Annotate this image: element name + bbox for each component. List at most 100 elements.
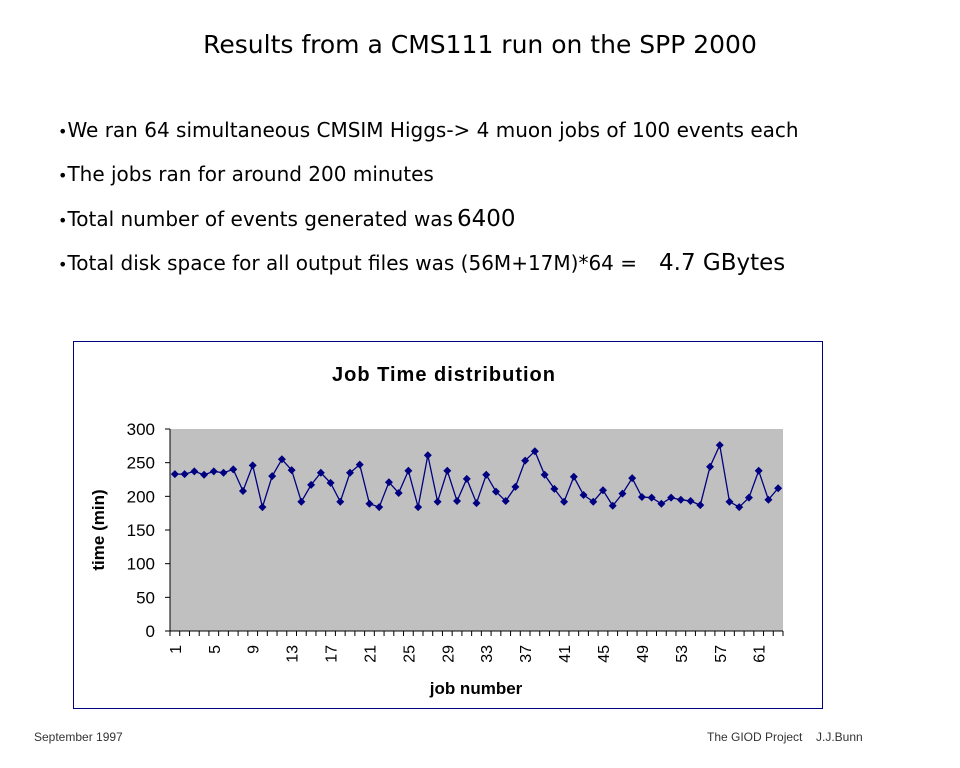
data-point — [375, 503, 384, 512]
data-point — [657, 499, 666, 508]
data-point — [423, 451, 432, 460]
data-point — [326, 478, 335, 487]
data-point — [647, 493, 656, 502]
data-point — [569, 472, 578, 481]
data-point — [540, 470, 549, 479]
data-point — [706, 462, 715, 471]
data-point — [628, 474, 637, 483]
data-point — [501, 497, 510, 506]
x-tick-label: 1 — [168, 645, 185, 654]
x-tick-label: 49 — [635, 645, 652, 663]
y-tick-label: 50 — [136, 588, 155, 607]
data-point — [667, 493, 676, 502]
data-point — [462, 474, 471, 483]
data-point — [764, 495, 773, 504]
data-point — [258, 503, 267, 512]
data-point — [316, 468, 325, 477]
data-point — [200, 470, 209, 479]
data-point — [774, 484, 783, 493]
bullet-text: Total number of events generated was — [67, 207, 453, 231]
footer-author: J.J.Bunn — [816, 730, 863, 744]
data-point — [414, 503, 423, 512]
data-point — [190, 467, 199, 476]
y-tick-label: 0 — [146, 622, 155, 641]
x-tick-label: 13 — [285, 645, 302, 663]
data-point — [180, 470, 189, 479]
bullet-emphasis: 6400 — [456, 206, 516, 232]
bullet: Total disk space for all output files wa… — [58, 250, 799, 294]
data-point — [453, 497, 462, 506]
data-point — [686, 497, 695, 506]
data-point — [443, 466, 452, 475]
x-tick-label: 61 — [752, 645, 769, 663]
data-point — [170, 470, 179, 479]
data-point — [472, 499, 481, 508]
data-point — [277, 455, 286, 464]
data-point — [238, 486, 247, 495]
data-point — [209, 467, 218, 476]
data-point — [560, 497, 569, 506]
data-point — [346, 468, 355, 477]
x-tick-label: 57 — [713, 645, 730, 663]
x-tick-label: 45 — [596, 645, 613, 663]
data-point — [744, 493, 753, 502]
data-point — [491, 487, 500, 496]
y-axis-label: time (min) — [89, 489, 108, 570]
bullet-text: The jobs ran for around 200 minutes — [67, 162, 434, 186]
data-point — [696, 501, 705, 510]
data-point — [248, 461, 257, 470]
data-point — [365, 499, 374, 508]
bullet-list: We ran 64 simultaneous CMSIM Higgs-> 4 m… — [58, 118, 799, 294]
y-tick-label: 300 — [127, 420, 155, 439]
data-point — [433, 497, 442, 506]
footer-right: The GIOD Project — [707, 730, 803, 744]
x-tick-label: 29 — [440, 645, 457, 663]
y-tick-label: 100 — [127, 555, 155, 574]
data-point — [735, 503, 744, 512]
data-point — [676, 495, 685, 504]
x-axis-label: job number — [429, 679, 523, 698]
data-point — [754, 466, 763, 475]
data-point — [511, 482, 520, 491]
data-point — [637, 493, 646, 502]
plot-area — [170, 429, 783, 631]
data-point — [297, 497, 306, 506]
data-point — [579, 490, 588, 499]
data-point — [482, 470, 491, 479]
y-tick-label: 150 — [127, 521, 155, 540]
data-point — [618, 489, 627, 498]
bullet-text: Total disk space for all output files wa… — [67, 251, 638, 275]
x-tick-label: 37 — [518, 645, 535, 663]
chart-title: Job Time distribution — [332, 364, 556, 386]
data-point — [530, 447, 539, 456]
data-point — [268, 472, 277, 481]
data-point — [307, 480, 316, 489]
bullet-text: We ran 64 simultaneous CMSIM Higgs-> 4 m… — [67, 118, 799, 142]
bullet: The jobs ran for around 200 minutes — [58, 162, 799, 206]
footer-left: September 1997 — [34, 730, 123, 744]
data-point — [404, 466, 413, 475]
x-tick-label: 21 — [362, 645, 379, 663]
data-point — [608, 501, 617, 510]
x-tick-label: 33 — [479, 645, 496, 663]
data-point — [355, 460, 364, 469]
data-point — [550, 484, 559, 493]
bullet-emphasis: 4.7 GBytes — [659, 250, 786, 276]
data-point — [384, 478, 393, 487]
data-point — [589, 497, 598, 506]
x-tick-label: 17 — [324, 645, 341, 663]
x-tick-label: 9 — [246, 645, 263, 654]
data-point — [394, 488, 403, 497]
data-point — [336, 497, 345, 506]
x-tick-label: 41 — [557, 645, 574, 663]
data-point — [715, 441, 724, 450]
x-tick-label: 53 — [674, 645, 691, 663]
data-point — [598, 486, 607, 495]
slide-title: Results from a CMS111 run on the SPP 200… — [203, 30, 757, 59]
data-point — [287, 466, 296, 475]
x-tick-label: 5 — [207, 645, 224, 654]
data-point — [219, 468, 228, 477]
x-tick-label: 25 — [401, 645, 418, 663]
